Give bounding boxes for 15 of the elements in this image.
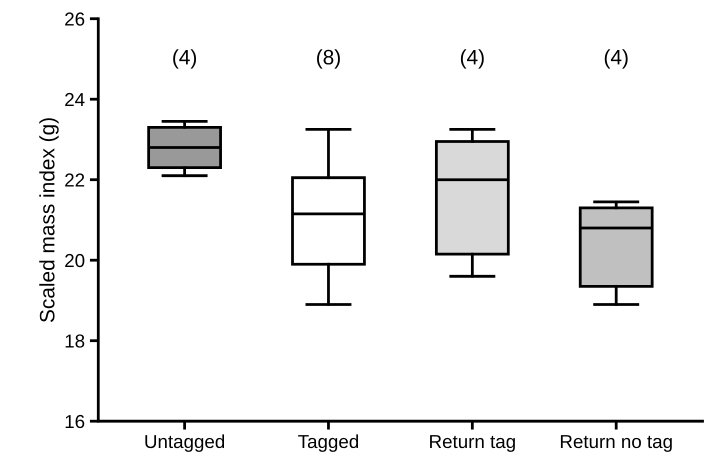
y-tick-label: 18 — [66, 334, 84, 348]
y-tick-label: 24 — [65, 92, 85, 106]
y-axis-title: Scaled mass index (g) — [39, 118, 59, 322]
annotation: (8) — [317, 49, 340, 69]
y-tick-label: 26 — [65, 12, 84, 26]
x-tick-label: Untagged — [145, 434, 224, 452]
x-tick-label: Tagged — [298, 434, 358, 452]
annotation: (4) — [173, 49, 196, 69]
y-tick-label: 16 — [66, 414, 84, 428]
y-tick-label: 20 — [65, 254, 84, 268]
x-tick-label: Return no tag — [560, 435, 672, 452]
x-tick-label: Return tag — [430, 435, 515, 452]
annotation: (4) — [460, 49, 484, 69]
y-tick-label: 22 — [65, 173, 84, 187]
annotation: (4) — [604, 49, 628, 69]
